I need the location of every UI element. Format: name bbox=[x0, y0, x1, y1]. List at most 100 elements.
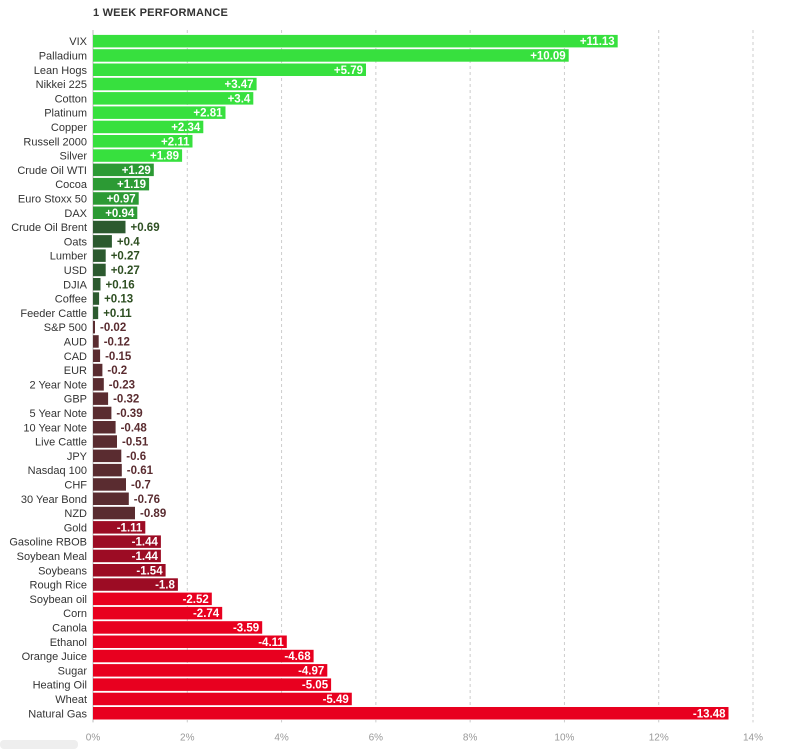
category-label: Nasdaq 100 bbox=[28, 465, 87, 477]
category-label: Oats bbox=[64, 236, 88, 248]
category-label: DJIA bbox=[63, 279, 88, 291]
category-label: Soybeans bbox=[38, 565, 87, 577]
value-label: +2.81 bbox=[193, 108, 223, 120]
value-label: -0.23 bbox=[109, 379, 135, 391]
bar bbox=[93, 621, 263, 634]
bar bbox=[93, 135, 193, 148]
bar bbox=[93, 649, 314, 663]
value-label: +0.16 bbox=[106, 279, 135, 291]
value-label: -0.02 bbox=[100, 322, 126, 334]
bar bbox=[93, 149, 183, 162]
value-label: -0.15 bbox=[105, 351, 132, 363]
value-label: +0.97 bbox=[107, 194, 136, 206]
category-label: Nikkei 225 bbox=[36, 79, 87, 91]
value-label: -1.54 bbox=[136, 565, 163, 577]
category-label: Soybean oil bbox=[30, 594, 88, 606]
category-label: Corn bbox=[63, 608, 87, 620]
value-label: -1.8 bbox=[155, 580, 175, 592]
bar bbox=[93, 278, 101, 291]
bar bbox=[93, 163, 154, 177]
value-label: -5.05 bbox=[302, 680, 329, 692]
chart-title: 1 WEEK PERFORMANCE bbox=[93, 7, 228, 19]
category-label: VIX bbox=[69, 36, 87, 48]
value-label: +2.34 bbox=[171, 122, 201, 134]
value-label: +5.79 bbox=[334, 65, 363, 77]
bar bbox=[93, 306, 99, 320]
value-label: -0.89 bbox=[140, 508, 166, 520]
bar bbox=[93, 578, 178, 591]
value-label: +1.29 bbox=[122, 165, 151, 177]
value-label: +0.11 bbox=[103, 308, 132, 320]
category-label: USD bbox=[64, 265, 87, 277]
category-label: Gasoline RBOB bbox=[9, 537, 87, 549]
value-label: -0.32 bbox=[113, 394, 139, 406]
bar bbox=[93, 349, 101, 362]
bar bbox=[93, 421, 116, 434]
value-label: +0.69 bbox=[131, 222, 160, 234]
value-label: -0.48 bbox=[121, 422, 148, 434]
category-label: Cotton bbox=[55, 93, 87, 105]
value-label: -4.68 bbox=[284, 651, 311, 663]
value-label: -0.61 bbox=[127, 465, 154, 477]
value-label: -2.52 bbox=[183, 594, 209, 606]
x-tick-label: 14% bbox=[743, 732, 763, 743]
bar bbox=[93, 506, 135, 520]
value-label: -0.51 bbox=[122, 437, 149, 449]
category-label: NZD bbox=[64, 508, 87, 520]
value-label: -4.11 bbox=[258, 637, 284, 649]
value-label: +11.13 bbox=[580, 36, 615, 48]
category-label: 2 Year Note bbox=[30, 379, 88, 391]
category-label: Live Cattle bbox=[35, 437, 87, 449]
category-label: JPY bbox=[67, 451, 88, 463]
bar bbox=[93, 549, 161, 563]
value-label: -0.7 bbox=[131, 479, 151, 491]
x-tick-label: 10% bbox=[554, 732, 574, 743]
category-label: 5 Year Note bbox=[30, 408, 88, 420]
value-label: -13.48 bbox=[693, 708, 726, 720]
value-label: +3.47 bbox=[224, 79, 253, 91]
bar bbox=[93, 335, 99, 348]
bar bbox=[93, 92, 254, 105]
category-label: Sugar bbox=[58, 665, 88, 677]
value-label: -0.6 bbox=[126, 451, 146, 463]
value-label: -4.97 bbox=[298, 665, 324, 677]
bar bbox=[93, 606, 223, 620]
category-label: Coffee bbox=[55, 294, 87, 306]
bar bbox=[93, 692, 352, 706]
bar bbox=[93, 320, 95, 334]
category-label: Platinum bbox=[44, 108, 87, 120]
x-tick-label: 8% bbox=[463, 732, 478, 743]
value-label: -1.11 bbox=[117, 522, 143, 534]
value-label: +3.4 bbox=[228, 93, 251, 105]
bar bbox=[93, 106, 226, 119]
bar bbox=[93, 177, 150, 191]
category-label: Cocoa bbox=[55, 179, 88, 191]
category-label: Gold bbox=[64, 522, 87, 534]
bar bbox=[93, 535, 161, 548]
category-label: Heating Oil bbox=[33, 680, 87, 692]
bar bbox=[93, 235, 112, 248]
category-label: Euro Stoxx 50 bbox=[18, 194, 87, 206]
bar bbox=[93, 192, 139, 205]
category-label: AUD bbox=[64, 336, 87, 348]
category-label: Soybean Meal bbox=[17, 551, 87, 563]
bar bbox=[93, 120, 204, 134]
category-label: Copper bbox=[51, 122, 87, 134]
bar bbox=[93, 492, 129, 505]
category-label: Crude Oil WTI bbox=[17, 165, 87, 177]
category-label: Feeder Cattle bbox=[20, 308, 87, 320]
value-label: -0.39 bbox=[116, 408, 142, 420]
bar bbox=[93, 220, 126, 234]
category-label: Rough Rice bbox=[30, 580, 87, 592]
category-label: Crude Oil Brent bbox=[11, 222, 87, 234]
category-label: GBP bbox=[64, 394, 87, 406]
category-label: Wheat bbox=[55, 694, 87, 706]
category-label: Canola bbox=[52, 623, 88, 635]
bar bbox=[93, 77, 257, 91]
horizontal-scrollbar[interactable] bbox=[0, 740, 78, 749]
value-label: +10.09 bbox=[530, 50, 566, 62]
category-label: DAX bbox=[64, 208, 87, 220]
bar bbox=[93, 564, 166, 577]
bar bbox=[93, 592, 212, 606]
